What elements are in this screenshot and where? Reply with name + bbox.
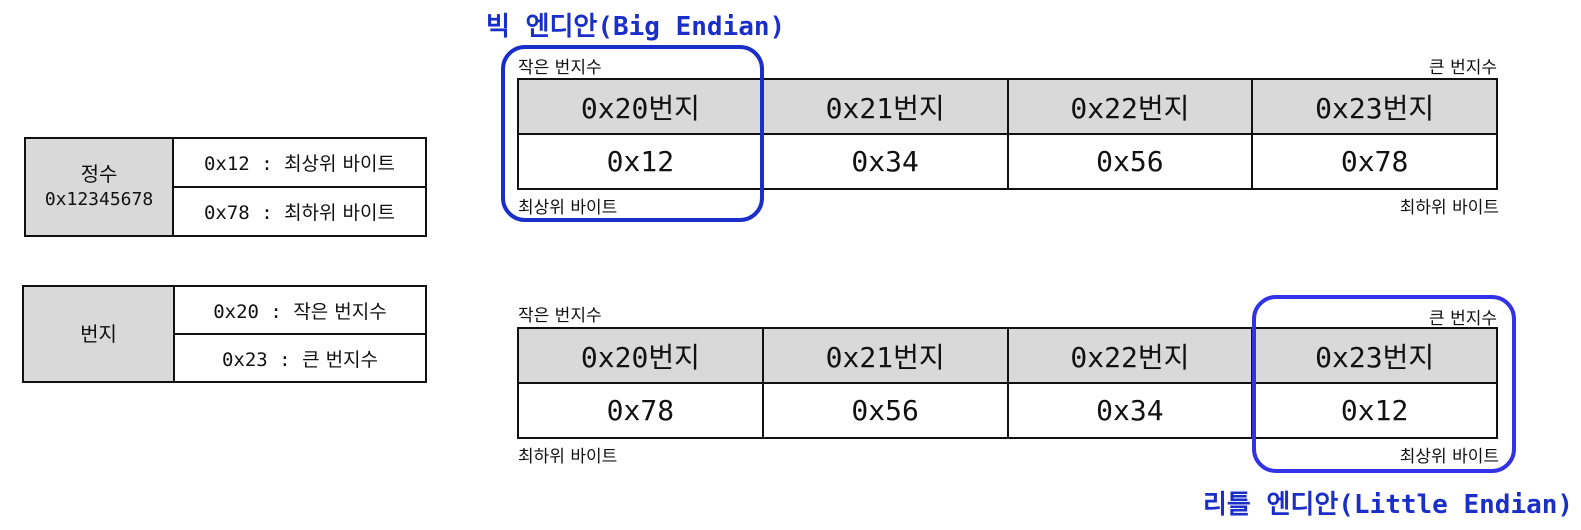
little-endian-bottom-left-caption: 최하위 바이트 xyxy=(518,447,618,467)
little-endian-highlight-outline xyxy=(1252,295,1516,473)
address-head: 번지 xyxy=(22,285,175,383)
row-separator: : xyxy=(249,202,285,224)
integer-row-lsb: 0x78 : 최하위 바이트 xyxy=(172,186,427,237)
lsb-desc: 최하위 바이트 xyxy=(284,202,395,224)
big-endian-address-cell: 0x21번지 xyxy=(761,78,1009,135)
integer-head: 정수 0x12345678 xyxy=(24,137,174,237)
little-endian-value-cell: 0x56 xyxy=(761,382,1009,439)
big-endian-top-right-caption: 큰 번지수 xyxy=(1429,58,1497,78)
msb-desc: 최상위 바이트 xyxy=(284,153,395,175)
little-endian-value-cell: 0x34 xyxy=(1006,382,1254,439)
big-endian-highlight-outline xyxy=(501,45,764,222)
address-row-high: 0x23 : 큰 번지수 xyxy=(173,333,427,383)
big-endian-value-cell: 0x56 xyxy=(1006,133,1254,190)
little-endian-top-left-caption: 작은 번지수 xyxy=(518,306,602,326)
integer-table: 정수 0x12345678 0x12 : 최상위 바이트 0x78 : 최하위 … xyxy=(24,137,427,237)
little-endian-bottom-right-caption: 최상위 바이트 xyxy=(1399,447,1499,467)
big-endian-address-cell: 0x23번지 xyxy=(1251,78,1498,135)
little-endian-address-cell: 0x21번지 xyxy=(761,327,1009,384)
integer-value: 0x12345678 xyxy=(44,189,154,211)
little-endian-address-cell: 0x23번지 xyxy=(1251,327,1498,384)
little-endian-address-cell: 0x22번지 xyxy=(1006,327,1254,384)
high-address-hex: 0x23 xyxy=(221,348,268,371)
big-endian-bottom-left-caption: 최상위 바이트 xyxy=(518,198,618,218)
little-endian-title: 리틀 엔디안(Little Endian) xyxy=(1203,490,1574,520)
low-address-hex: 0x20 xyxy=(213,300,259,323)
low-address-desc: 작은 번지수 xyxy=(293,300,387,323)
big-endian-value-cell: 0x78 xyxy=(1251,133,1498,190)
big-endian-value-cell: 0x34 xyxy=(761,133,1009,190)
row-separator: : xyxy=(249,153,285,175)
integer-label: 정수 xyxy=(80,162,118,187)
address-row-low: 0x20 : 작은 번지수 xyxy=(173,285,427,335)
lsb-hex: 0x78 xyxy=(203,202,250,224)
big-endian-top-left-caption: 작은 번지수 xyxy=(518,58,602,78)
row-separator: : xyxy=(267,348,303,371)
big-endian-address-cell: 0x22번지 xyxy=(1006,78,1254,135)
high-address-desc: 큰 번지수 xyxy=(302,348,379,371)
big-endian-bottom-right-caption: 최하위 바이트 xyxy=(1399,198,1499,218)
big-endian-memory-table: 0x20번지 0x21번지 0x22번지 0x23번지 0x12 0x34 0x… xyxy=(517,78,1498,190)
integer-row-msb: 0x12 : 최상위 바이트 xyxy=(172,137,427,188)
big-endian-value-cell: 0x12 xyxy=(517,133,764,190)
little-endian-value-cell: 0x78 xyxy=(517,382,764,439)
address-table: 번지 0x20 : 작은 번지수 0x23 : 큰 번지수 xyxy=(22,285,427,383)
address-label: 번지 xyxy=(80,321,117,346)
row-separator: : xyxy=(258,300,294,323)
little-endian-memory-table: 0x20번지 0x21번지 0x22번지 0x23번지 0x78 0x56 0x… xyxy=(517,327,1498,439)
big-endian-title: 빅 엔디안(Big Endian) xyxy=(486,12,786,42)
msb-hex: 0x12 xyxy=(203,153,250,175)
little-endian-address-cell: 0x20번지 xyxy=(517,327,764,384)
little-endian-top-right-caption: 큰 번지수 xyxy=(1429,309,1497,329)
little-endian-value-cell: 0x12 xyxy=(1251,382,1498,439)
